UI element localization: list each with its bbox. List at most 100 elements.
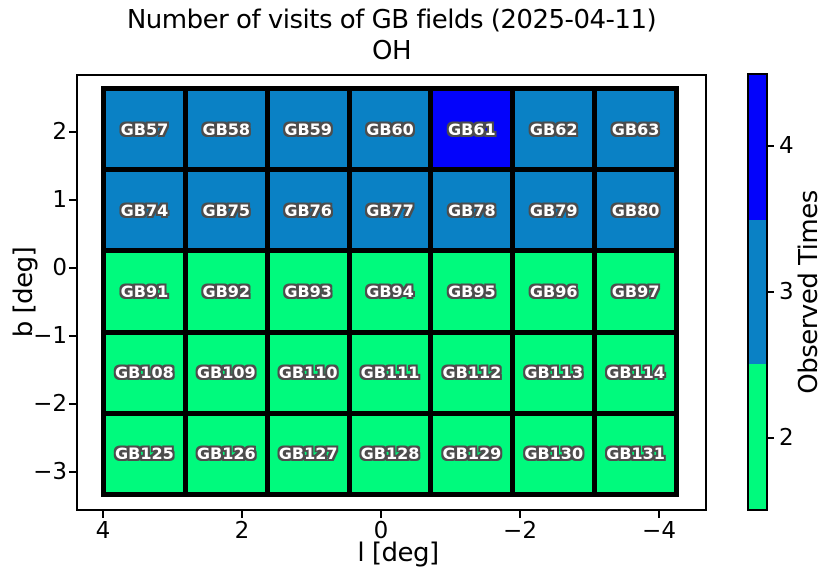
x-tick-label: −4	[642, 518, 676, 544]
heatmap-cell: GB127	[269, 415, 347, 492]
heatmap-cell: GB95	[433, 253, 511, 330]
colorbar-segment	[749, 219, 766, 365]
heatmap-cell: GB79	[515, 172, 593, 249]
heatmap-cell: GB58	[187, 91, 265, 168]
heatmap-cell-label: GB112	[442, 363, 502, 383]
heatmap-cell: GB110	[269, 334, 347, 411]
heatmap-cell-label: GB76	[284, 200, 332, 220]
heatmap-cell-label: GB74	[120, 200, 169, 220]
heatmap-cell-label: GB63	[611, 119, 660, 139]
heatmap-cell: GB111	[351, 334, 429, 411]
tick-mark	[519, 511, 521, 518]
heatmap-grid: GB57 GB58 GB59 GB60 GB61 GB62 GB63 GB74 GB75 GB76…	[101, 86, 679, 497]
tick-mark	[380, 511, 382, 518]
colorbar-segment	[749, 364, 766, 510]
heatmap-cell-label: GB95	[448, 281, 496, 301]
heatmap-cell: GB130	[515, 415, 593, 492]
heatmap-cell: GB96	[515, 253, 593, 330]
heatmap-cell-label: GB57	[120, 119, 169, 139]
heatmap-cell-label: GB94	[366, 281, 414, 301]
heatmap-cell-label: GB131	[606, 444, 665, 464]
heatmap-cell: GB128	[351, 415, 429, 492]
colorbar-label: Observed Times	[794, 190, 822, 394]
x-tick-label: 4	[95, 518, 111, 544]
heatmap-cell: GB97	[597, 253, 674, 330]
heatmap-cell-label: GB114	[606, 363, 665, 383]
chart-title: Number of visits of GB fields (2025-04-1…	[126, 5, 657, 35]
heatmap-cell: GB93	[269, 253, 347, 330]
heatmap-cell-label: GB97	[611, 281, 660, 301]
y-tick-label: −1	[33, 323, 67, 349]
heatmap-cell: GB74	[106, 172, 183, 249]
heatmap-cell: GB108	[106, 334, 183, 411]
x-tick-label: −2	[503, 518, 537, 544]
heatmap-cell-label: GB113	[524, 363, 584, 383]
tick-mark	[768, 437, 774, 439]
heatmap-cell: GB131	[597, 415, 674, 492]
heatmap-cell: GB113	[515, 334, 593, 411]
heatmap-cell-label: GB61	[448, 119, 496, 139]
tick-mark	[241, 511, 243, 518]
heatmap-cell-label: GB93	[284, 281, 332, 301]
heatmap-cell-label: GB108	[115, 363, 174, 383]
tick-mark	[658, 511, 660, 518]
heatmap-cell: GB129	[433, 415, 511, 492]
colorbar-tick-label: 3	[779, 279, 794, 305]
heatmap-cell-label: GB60	[366, 119, 414, 139]
tick-mark	[768, 291, 774, 293]
tick-mark	[69, 335, 76, 337]
y-tick-label: 2	[52, 119, 67, 145]
heatmap-cell-label: GB78	[448, 200, 496, 220]
tick-mark	[69, 471, 76, 473]
heatmap-cell-label: GB126	[196, 444, 256, 464]
heatmap-cell-label: GB80	[611, 200, 660, 220]
heatmap-cell-label: GB77	[366, 200, 414, 220]
heatmap-cell: GB92	[187, 253, 265, 330]
heatmap-cell-label: GB91	[120, 281, 169, 301]
heatmap-cell: GB112	[433, 334, 511, 411]
heatmap-cell-label: GB79	[529, 200, 578, 220]
heatmap-cell-label: GB130	[524, 444, 584, 464]
heatmap-cell-label: GB62	[529, 119, 578, 139]
heatmap-cell-label: GB59	[284, 119, 332, 139]
x-tick-label: 2	[234, 518, 250, 544]
heatmap-cell-label: GB129	[442, 444, 502, 464]
tick-mark	[102, 511, 104, 518]
tick-mark	[69, 403, 76, 405]
chart-subtitle: OH	[371, 36, 412, 66]
heatmap-cell: GB63	[597, 91, 674, 168]
heatmap-cell-label: GB109	[196, 363, 256, 383]
tick-mark	[69, 199, 76, 201]
heatmap-cell: GB76	[269, 172, 347, 249]
heatmap-cell-label: GB92	[202, 281, 251, 301]
heatmap-cell: GB61	[433, 91, 511, 168]
y-tick-label: −2	[33, 391, 67, 417]
heatmap-cell: GB109	[187, 334, 265, 411]
heatmap-cell: GB94	[351, 253, 429, 330]
colorbar-tick-label: 4	[779, 133, 794, 159]
heatmap-cell-label: GB127	[278, 444, 338, 464]
heatmap-cell-label: GB128	[360, 444, 420, 464]
heatmap-cell: GB75	[187, 172, 265, 249]
tick-mark	[69, 131, 76, 133]
heatmap-cell-label: GB125	[115, 444, 174, 464]
tick-mark	[768, 145, 774, 147]
heatmap-cell-label: GB96	[529, 281, 578, 301]
x-tick-label: 0	[373, 518, 389, 544]
chart-title-block: Number of visits of GB fields (2025-04-1…	[76, 5, 707, 67]
heatmap-cell: GB91	[106, 253, 183, 330]
heatmap-cell-label: GB111	[360, 363, 420, 383]
y-tick-label: 0	[52, 255, 67, 281]
y-tick-label: 1	[52, 187, 67, 213]
heatmap-cell-label: GB58	[202, 119, 251, 139]
heatmap-cell: GB126	[187, 415, 265, 492]
heatmap-cell: GB78	[433, 172, 511, 249]
y-tick-label: −3	[33, 459, 67, 485]
x-axis-label: l [deg]	[357, 538, 439, 568]
heatmap-cell-label: GB75	[202, 200, 251, 220]
colorbar-tick-label: 2	[779, 425, 794, 451]
heatmap-cell: GB80	[597, 172, 674, 249]
heatmap-cell-label: GB110	[278, 363, 338, 383]
heatmap-cell: GB125	[106, 415, 183, 492]
heatmap-cell: GB62	[515, 91, 593, 168]
